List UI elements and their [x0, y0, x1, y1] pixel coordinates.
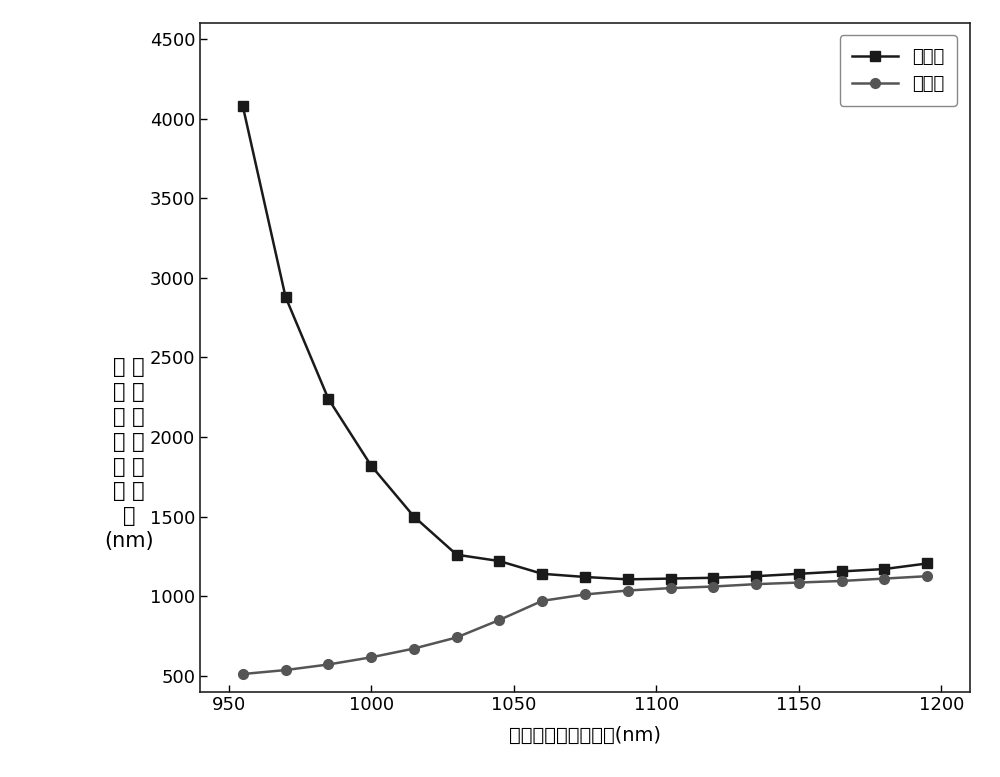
闪频光: [665, 574, 677, 584]
闪频光: [836, 566, 848, 576]
X-axis label: 斯托克斯光脉冲波长(nm): 斯托克斯光脉冲波长(nm): [509, 726, 661, 744]
信号光: [493, 615, 505, 625]
闪频光: [280, 292, 292, 301]
闪频光: [622, 575, 634, 584]
闪频光: [536, 569, 548, 578]
Line: 信号光: 信号光: [238, 571, 932, 679]
信号光: [536, 596, 548, 605]
信号光: [836, 577, 848, 586]
信号光: [365, 653, 377, 662]
信号光: [921, 572, 933, 581]
闪频光: [750, 572, 762, 581]
闪频光: [707, 573, 719, 583]
闪频光: [451, 550, 463, 559]
Y-axis label: 信 号
光 脉
冲 和
闪 频
光 脉
冲 波
长
(nm): 信 号 光 脉 冲 和 闪 频 光 脉 冲 波 长 (nm): [104, 357, 154, 551]
闪频光: [493, 556, 505, 566]
闪频光: [579, 573, 591, 582]
信号光: [579, 590, 591, 599]
信号光: [793, 578, 805, 587]
闪频光: [793, 569, 805, 578]
闪频光: [878, 564, 890, 573]
闪频光: [322, 394, 334, 403]
闪频光: [237, 101, 249, 110]
信号光: [237, 669, 249, 678]
闪频光: [921, 559, 933, 568]
闪频光: [365, 461, 377, 470]
信号光: [622, 586, 634, 595]
信号光: [451, 632, 463, 642]
信号光: [408, 644, 420, 653]
信号光: [280, 665, 292, 674]
信号光: [322, 660, 334, 669]
信号光: [707, 582, 719, 591]
Line: 闪频光: 闪频光: [238, 101, 932, 584]
Legend: 闪频光, 信号光: 闪频光, 信号光: [840, 36, 957, 106]
闪频光: [408, 512, 420, 521]
信号光: [665, 584, 677, 593]
信号光: [750, 580, 762, 589]
信号光: [878, 574, 890, 584]
